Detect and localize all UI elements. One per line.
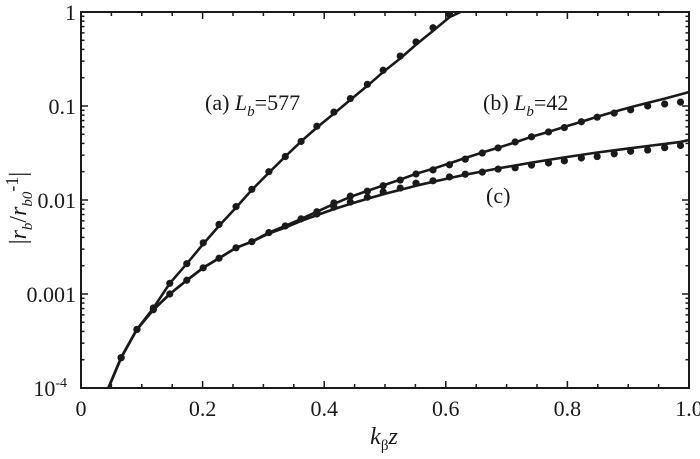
series-1: [108, 92, 689, 388]
data-point: [462, 156, 469, 163]
data-point: [297, 138, 304, 145]
y-tick-label: 1: [65, 0, 76, 25]
data-point: [594, 114, 601, 121]
data-point: [429, 177, 436, 184]
data-point: [200, 239, 207, 246]
x-axis-title: kβz: [370, 424, 398, 454]
x-tick-label: 0.2: [189, 396, 217, 421]
data-point: [494, 166, 501, 173]
data-point: [545, 128, 552, 135]
data-point: [166, 280, 173, 287]
data-point: [677, 142, 684, 149]
fit-curve: [108, 12, 460, 388]
curve-annotations: (a) Lb=577 (b) Lb=42 (c): [205, 90, 568, 208]
data-point: [215, 221, 222, 228]
data-point: [528, 133, 535, 140]
data-point: [561, 157, 568, 164]
data-point: [677, 99, 684, 106]
data-point: [446, 173, 453, 180]
data-point: [627, 148, 634, 155]
data-point: [429, 24, 436, 31]
data-point: [412, 180, 419, 187]
data-point: [330, 109, 337, 116]
x-tick-label: 0.8: [554, 396, 582, 421]
x-tick-label: 0.6: [432, 396, 460, 421]
series-0: [108, 10, 460, 388]
data-point: [578, 154, 585, 161]
data-point: [429, 166, 436, 173]
data-point: [347, 198, 354, 205]
y-axis-title: |rb/rb0-1|: [2, 172, 36, 244]
data-point: [479, 169, 486, 176]
data-point: [282, 153, 289, 160]
data-point: [528, 162, 535, 169]
data-point: [661, 100, 668, 107]
data-point: [611, 110, 618, 117]
annotation-b: (b) Lb=42: [483, 90, 568, 120]
y-tick-label: 0.01: [38, 188, 77, 213]
data-point: [594, 153, 601, 160]
data-point: [364, 81, 371, 88]
data-point: [397, 52, 404, 59]
data-point: [479, 149, 486, 156]
data-point: [446, 161, 453, 168]
data-point: [313, 123, 320, 130]
annotation-a: (a) Lb=577: [205, 90, 300, 120]
axis-tick-labels: 0 0.2 0.4 0.6 0.8 1.0 1 0.1 0.01 0.001 10-4: [27, 0, 700, 421]
data-point: [627, 106, 634, 113]
data-point: [265, 168, 272, 175]
data-point: [545, 159, 552, 166]
data-point: [412, 38, 419, 45]
data-point: [561, 124, 568, 131]
data-point: [611, 150, 618, 157]
data-point: [494, 144, 501, 151]
data-point: [397, 176, 404, 183]
data-point: [397, 184, 404, 191]
data-point: [512, 138, 519, 145]
data-point: [313, 210, 320, 217]
x-tick-label: 0.4: [310, 396, 338, 421]
data-point: [330, 204, 337, 211]
data-point: [512, 164, 519, 171]
data-point: [248, 186, 255, 193]
data-point: [380, 182, 387, 189]
series-layer: [108, 10, 689, 388]
data-point: [347, 95, 354, 102]
annotation-c: (c): [486, 183, 510, 208]
data-point: [644, 102, 651, 109]
fit-curve: [108, 92, 689, 388]
data-point: [380, 188, 387, 195]
data-point: [578, 118, 585, 125]
x-tick-label: 0: [76, 396, 87, 421]
data-point: [661, 144, 668, 151]
data-point: [380, 67, 387, 74]
data-point: [412, 170, 419, 177]
data-point: [183, 260, 190, 267]
x-tick-label: 1.0: [675, 396, 700, 421]
data-point: [462, 171, 469, 178]
y-tick-label: 0.001: [27, 282, 77, 307]
y-tick-label: 0.1: [49, 94, 77, 119]
y-tick-label: 10-4: [33, 376, 67, 401]
data-point: [644, 146, 651, 153]
data-point: [232, 203, 239, 210]
data-point: [364, 194, 371, 201]
